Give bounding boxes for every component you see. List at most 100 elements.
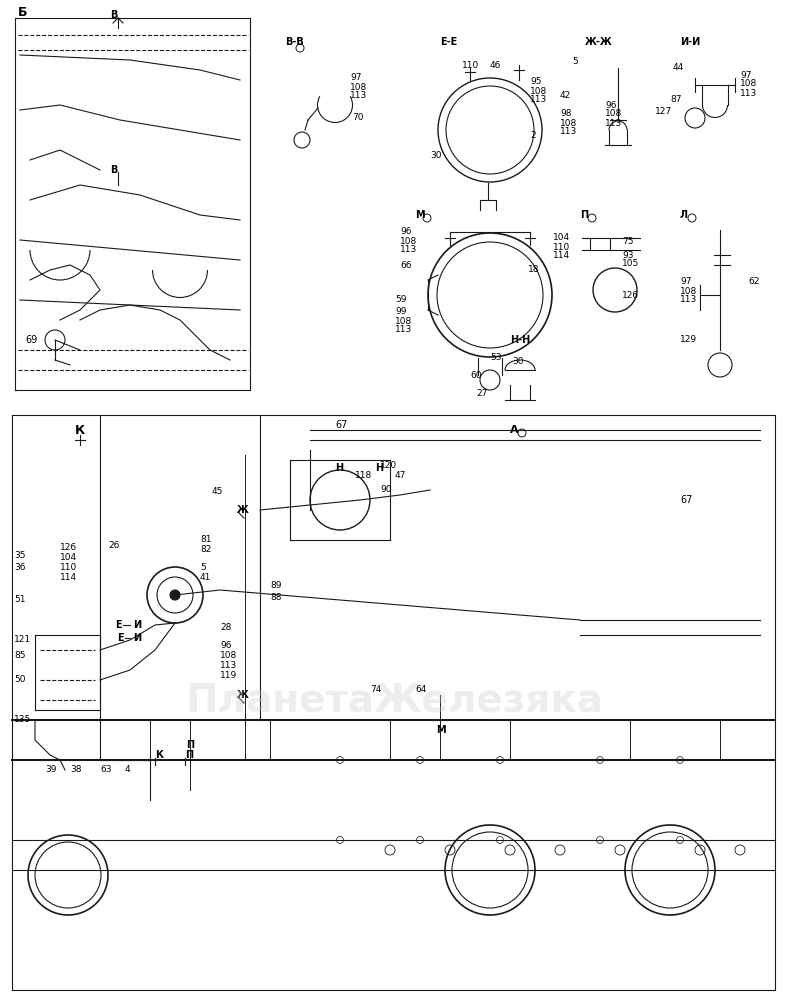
Text: 110: 110	[553, 242, 571, 251]
Text: 97: 97	[680, 277, 692, 286]
Text: М: М	[415, 210, 425, 220]
Text: П: П	[186, 740, 194, 750]
Text: 96: 96	[220, 641, 232, 650]
Text: 95: 95	[530, 78, 541, 87]
Text: 66: 66	[400, 260, 411, 269]
Text: 59: 59	[395, 296, 407, 304]
Text: 42: 42	[560, 91, 571, 100]
Text: 60: 60	[470, 370, 481, 379]
Text: 108: 108	[680, 286, 697, 296]
Text: 108: 108	[400, 236, 418, 245]
Text: 98: 98	[560, 109, 571, 118]
Text: Н: Н	[335, 463, 343, 473]
Text: В-В: В-В	[285, 37, 303, 47]
Text: 93: 93	[622, 250, 634, 259]
Text: И-И: И-И	[680, 37, 701, 47]
Text: 127: 127	[655, 107, 672, 116]
Text: 90: 90	[380, 486, 392, 494]
Text: 110: 110	[462, 60, 479, 70]
Text: А: А	[510, 425, 519, 435]
Text: 64: 64	[415, 686, 426, 694]
Text: 51: 51	[14, 595, 25, 604]
Text: 126: 126	[60, 544, 77, 552]
Text: Ж: Ж	[237, 690, 249, 700]
Text: 62: 62	[748, 277, 760, 286]
Text: И: И	[133, 633, 141, 643]
Text: 27: 27	[476, 388, 487, 397]
Text: Н: Н	[375, 463, 383, 473]
Text: 119: 119	[220, 670, 237, 680]
Text: 113: 113	[400, 245, 418, 254]
Text: 108: 108	[740, 80, 757, 89]
Text: 87: 87	[670, 96, 682, 104]
Text: 81: 81	[200, 536, 211, 544]
Text: 104: 104	[553, 233, 571, 242]
Text: 104: 104	[60, 554, 77, 562]
Text: 46: 46	[490, 60, 501, 70]
Text: 108: 108	[560, 118, 578, 127]
Text: 50: 50	[14, 676, 25, 684]
Text: 113: 113	[560, 127, 578, 136]
Text: 4: 4	[125, 766, 131, 774]
Text: 121: 121	[14, 636, 31, 645]
Text: 85: 85	[14, 650, 25, 660]
Text: 53: 53	[490, 354, 501, 362]
Text: 108: 108	[350, 83, 367, 92]
Text: Е: Е	[117, 633, 124, 643]
Text: К: К	[75, 424, 85, 436]
Text: Е-Е: Е-Е	[440, 37, 457, 47]
Text: 89: 89	[270, 580, 281, 589]
Text: П: П	[185, 750, 193, 760]
Text: 5: 5	[572, 57, 578, 66]
Text: 30: 30	[512, 358, 523, 366]
Text: 97: 97	[350, 74, 362, 83]
Text: 75: 75	[622, 237, 634, 246]
Text: В: В	[110, 165, 117, 175]
Text: 108: 108	[605, 109, 623, 118]
Text: 82: 82	[200, 546, 211, 554]
Text: К: К	[155, 750, 163, 760]
Text: 2: 2	[530, 130, 536, 139]
Text: 5: 5	[200, 564, 206, 572]
Text: 45: 45	[212, 488, 223, 496]
Text: 114: 114	[60, 574, 77, 582]
Text: 74: 74	[370, 686, 381, 694]
Text: 120: 120	[380, 460, 397, 470]
Text: М: М	[436, 725, 446, 735]
Text: 96: 96	[400, 228, 411, 236]
Text: 114: 114	[553, 251, 571, 260]
Text: Е: Е	[115, 620, 121, 630]
Text: 113: 113	[220, 660, 237, 670]
Text: 28: 28	[220, 624, 232, 633]
Text: 35: 35	[14, 550, 25, 560]
Text: 113: 113	[530, 96, 547, 104]
Text: 110: 110	[60, 564, 77, 572]
Text: 38: 38	[70, 766, 81, 774]
Text: 113: 113	[680, 296, 697, 304]
Text: 39: 39	[45, 766, 57, 774]
Text: 99: 99	[395, 308, 407, 316]
Text: 41: 41	[200, 574, 211, 582]
Text: 118: 118	[355, 471, 372, 480]
Text: 47: 47	[395, 471, 407, 480]
Text: 30: 30	[430, 150, 441, 159]
Text: 69: 69	[25, 335, 37, 345]
Text: 108: 108	[395, 316, 412, 326]
Text: 113: 113	[395, 326, 412, 334]
Text: 67: 67	[335, 420, 348, 430]
Circle shape	[170, 590, 180, 600]
Text: П: П	[580, 210, 588, 220]
Text: ПланетаЖелезяка: ПланетаЖелезяка	[185, 681, 603, 719]
Text: Л: Л	[680, 210, 688, 220]
Text: 113: 113	[350, 92, 367, 101]
Text: 63: 63	[100, 766, 111, 774]
Text: 105: 105	[622, 259, 639, 268]
Text: 36: 36	[14, 562, 25, 572]
Text: 67: 67	[680, 495, 693, 505]
Text: Н-Н: Н-Н	[510, 335, 530, 345]
Text: 44: 44	[673, 64, 684, 73]
Text: В: В	[110, 10, 117, 20]
Text: 108: 108	[220, 650, 237, 660]
Text: 97: 97	[740, 70, 752, 80]
Text: 135: 135	[14, 716, 32, 724]
